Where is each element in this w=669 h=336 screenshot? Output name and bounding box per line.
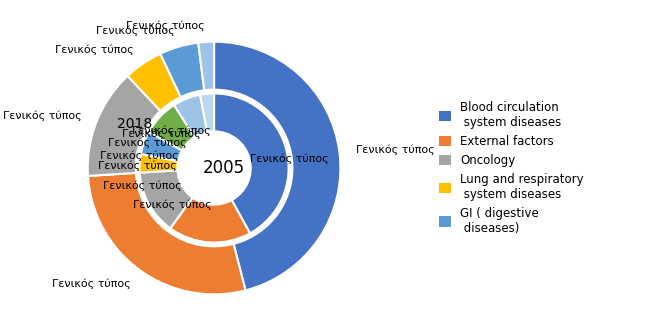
Wedge shape xyxy=(128,54,181,111)
Text: 2018: 2018 xyxy=(117,117,152,131)
Wedge shape xyxy=(88,173,246,294)
Text: Γενικός τύπος: Γενικός τύπος xyxy=(56,45,134,55)
Text: Γενικός τύπος: Γενικός τύπος xyxy=(108,137,187,148)
Wedge shape xyxy=(141,132,182,161)
Text: Γενικός τύπος: Γενικός τύπος xyxy=(356,145,434,155)
Wedge shape xyxy=(214,42,341,290)
Wedge shape xyxy=(88,76,161,176)
Text: Γενικός τύπος: Γενικός τύπος xyxy=(122,128,200,138)
Text: Γενικός τύπος: Γενικός τύπος xyxy=(126,20,205,31)
Wedge shape xyxy=(198,42,214,90)
Legend: Blood circulation
 system diseases, External factors, Oncology, Lung and respira: Blood circulation system diseases, Exter… xyxy=(436,98,587,238)
Wedge shape xyxy=(171,198,250,243)
Wedge shape xyxy=(174,95,207,137)
Wedge shape xyxy=(161,43,204,97)
Text: Γενικός τύπος: Γενικός τύπος xyxy=(98,160,177,171)
Text: Γενικός τύπος: Γενικός τύπος xyxy=(133,200,212,210)
Text: Γενικός τύπος: Γενικός τύπος xyxy=(100,150,179,161)
Text: Γενικός τύπος: Γενικός τύπος xyxy=(103,181,181,191)
Text: Γενικός τύπος: Γενικός τύπος xyxy=(132,126,211,136)
Text: Γενικός τύπος: Γενικός τύπος xyxy=(96,26,174,36)
Text: Γενικός τύπος: Γενικός τύπος xyxy=(52,278,130,289)
Wedge shape xyxy=(149,105,195,150)
Wedge shape xyxy=(200,93,214,132)
Wedge shape xyxy=(140,154,178,173)
Wedge shape xyxy=(214,93,288,233)
Text: Γενικός τύπος: Γενικός τύπος xyxy=(3,110,82,121)
Text: 2005: 2005 xyxy=(203,159,246,177)
Text: Γενικός τύπος: Γενικός τύπος xyxy=(250,154,328,164)
Wedge shape xyxy=(140,170,193,228)
